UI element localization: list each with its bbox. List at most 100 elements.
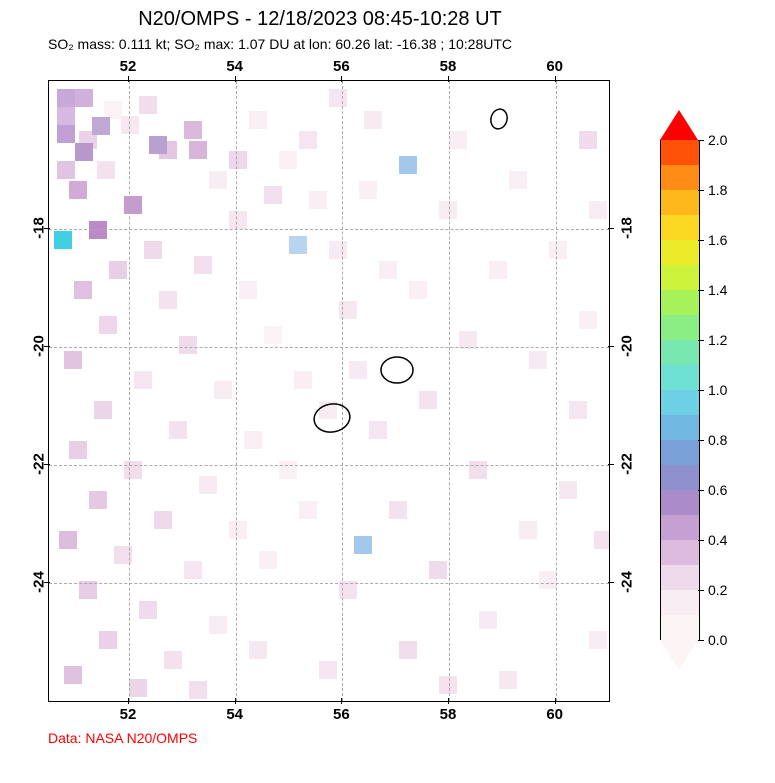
colorbar-tick-label: 2.0 (708, 132, 727, 148)
heatmap-cell (209, 616, 227, 634)
heatmap-cell (249, 111, 267, 129)
colorbar-segment (661, 290, 699, 315)
y-tick-mark (44, 464, 50, 465)
heatmap-cell (129, 679, 147, 697)
y-tick-label: -22 (618, 453, 635, 475)
heatmap-cell (214, 381, 232, 399)
figure-subtitle: SO₂ mass: 0.111 kt; SO₂ max: 1.07 DU at … (48, 36, 512, 52)
heatmap-cell (259, 551, 277, 569)
heatmap-cell (439, 676, 457, 694)
heatmap-cell (369, 421, 387, 439)
colorbar-segment (661, 390, 699, 415)
heatmap-cell (469, 461, 487, 479)
heatmap-cell (184, 121, 202, 139)
heatmap-cell (69, 441, 87, 459)
colorbar-segment (661, 465, 699, 490)
y-tick-mark (44, 582, 50, 583)
y-tick-label: -20 (618, 335, 635, 357)
colorbar-tick-mark (698, 640, 704, 641)
heatmap-cell (519, 521, 537, 539)
heatmap-cell (329, 89, 347, 107)
x-tick-mark (448, 698, 449, 704)
heatmap-cell (94, 401, 112, 419)
colorbar: SO₂ column TRM [DU] 0.00.20.40.60.81.01.… (660, 110, 760, 670)
x-tick-label: 58 (440, 58, 457, 75)
heatmap-cell (309, 191, 327, 209)
figure-title: N20/OMPS - 12/18/2023 08:45-10:28 UT (0, 8, 640, 31)
heatmap-cell (389, 501, 407, 519)
heatmap-cell (57, 125, 75, 143)
heatmap-cell (189, 681, 207, 699)
x-tick-mark (555, 698, 556, 704)
colorbar-under-triangle (660, 640, 698, 670)
colorbar-tick-mark (698, 490, 704, 491)
heatmap-cell (99, 631, 117, 649)
heatmap-cell (134, 371, 152, 389)
heatmap-cell (74, 281, 92, 299)
heatmap-cell (364, 111, 382, 129)
colorbar-tick-label: 0.4 (708, 532, 727, 548)
heatmap-cell (239, 281, 257, 299)
heatmap-cell (229, 521, 247, 539)
y-tick-mark (608, 228, 614, 229)
heatmap-cell (139, 96, 157, 114)
x-tick-label: 52 (120, 706, 137, 723)
gridline-horizontal (49, 347, 609, 348)
heatmap-cell (449, 131, 467, 149)
colorbar-segment (661, 165, 699, 190)
heatmap-cell (589, 631, 607, 649)
heatmap-cell (69, 181, 87, 199)
heatmap-cell (154, 511, 172, 529)
heatmap-cell (319, 661, 337, 679)
colorbar-segment (661, 215, 699, 240)
colorbar-tick-mark (698, 140, 704, 141)
heatmap-cell (59, 531, 77, 549)
heatmap-cell (359, 181, 377, 199)
heatmap-cell (99, 316, 117, 334)
x-tick-mark (341, 698, 342, 704)
heatmap-cell (229, 151, 247, 169)
heatmap-cell (144, 241, 162, 259)
colorbar-segment (661, 590, 699, 615)
y-tick-mark (44, 228, 50, 229)
heatmap-cell (139, 601, 157, 619)
colorbar-tick-label: 1.0 (708, 382, 727, 398)
x-tick-mark (235, 698, 236, 704)
heatmap-cell (89, 491, 107, 509)
heatmap-cell (559, 481, 577, 499)
heatmap-cell (92, 117, 110, 135)
heatmap-cell (57, 161, 75, 179)
y-tick-label: -18 (618, 217, 635, 239)
colorbar-segment (661, 265, 699, 290)
colorbar-tick-mark (698, 390, 704, 391)
colorbar-segment (661, 540, 699, 565)
colorbar-segment (661, 240, 699, 265)
x-tick-mark (448, 76, 449, 82)
colorbar-segment (661, 365, 699, 390)
heatmap-cell (244, 431, 262, 449)
y-tick-mark (608, 582, 614, 583)
x-tick-label: 56 (333, 706, 350, 723)
x-tick-label: 60 (546, 58, 563, 75)
x-tick-label: 58 (440, 706, 457, 723)
heatmap-cell (589, 201, 607, 219)
colorbar-tick-mark (698, 440, 704, 441)
x-tick-label: 52 (120, 58, 137, 75)
colorbar-segment (661, 490, 699, 515)
colorbar-tick-label: 0.0 (708, 632, 727, 648)
data-attribution: Data: NASA N20/OMPS (48, 730, 197, 746)
heatmap-cell (169, 421, 187, 439)
colorbar-segment (661, 140, 699, 165)
heatmap-cell (264, 186, 282, 204)
x-tick-mark (235, 76, 236, 82)
colorbar-tick-label: 0.6 (708, 482, 727, 498)
heatmap-cell (509, 171, 527, 189)
heatmap-cell (124, 196, 142, 214)
heatmap-cell (89, 221, 107, 239)
heatmap-cell (199, 476, 217, 494)
colorbar-segment (661, 340, 699, 365)
y-tick-label: -24 (618, 571, 635, 593)
heatmap-cell (209, 171, 227, 189)
heatmap-cell (264, 326, 282, 344)
colorbar-tick-label: 1.2 (708, 332, 727, 348)
